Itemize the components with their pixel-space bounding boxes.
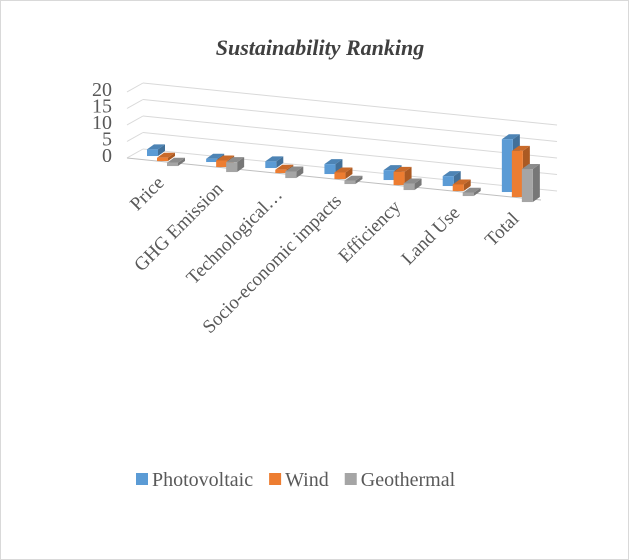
bar-top [462, 187, 481, 193]
gridline-side [126, 115, 144, 126]
bar-top [157, 152, 175, 158]
bar-top [324, 159, 343, 165]
bar-geothermal-0 [167, 162, 178, 167]
bar-geothermal-5 [462, 192, 474, 197]
bar-geothermal-4 [403, 183, 415, 191]
gridline [142, 115, 558, 159]
bar-side [355, 175, 363, 185]
bar-side [335, 159, 343, 175]
y-tick-label: 0 [102, 145, 112, 167]
bar-top [403, 178, 422, 184]
bar-top [216, 155, 235, 161]
x-tick-label: Price [126, 173, 168, 215]
bar-photovoltaic-5 [442, 176, 454, 187]
bar-top [383, 165, 402, 171]
bar-photovoltaic-2 [265, 161, 277, 169]
bar-side [345, 167, 353, 180]
gridline-side [126, 82, 144, 93]
bar-wind-2 [275, 169, 287, 174]
bar-top [226, 157, 245, 163]
bar-top [275, 164, 294, 170]
bar-top [334, 167, 353, 173]
legend-swatch [136, 473, 148, 485]
y-tick-label: 10 [92, 112, 112, 134]
bar-geothermal-2 [285, 171, 297, 179]
gridlines [126, 82, 558, 201]
y-tick-label: 5 [102, 129, 112, 151]
bar-side [276, 156, 284, 169]
chart-title: Sustainability Ranking [216, 35, 424, 60]
bar-photovoltaic-3 [324, 164, 336, 175]
legend: Photovoltaic Wind Geothermal [136, 469, 456, 491]
bar-geothermal-3 [344, 180, 356, 185]
y-tick-label: 15 [92, 96, 112, 118]
bar-top [147, 144, 165, 150]
bar-side [532, 164, 540, 203]
legend-swatch [344, 473, 357, 485]
bar-wind-4 [393, 171, 405, 186]
bar-top [511, 145, 530, 151]
bar-side [473, 187, 481, 197]
bar-wind-0 [157, 157, 168, 162]
bar-top [393, 166, 412, 172]
x-tick-label: Total [481, 209, 523, 251]
bar-photovoltaic-1 [206, 158, 218, 163]
legend-swatch [269, 473, 282, 485]
bar-wind-6 [511, 150, 523, 198]
bar-top [206, 153, 225, 159]
bar-side [414, 178, 422, 191]
x-tick-label: Land Use [398, 203, 465, 270]
bar-geothermal-6 [521, 169, 533, 203]
bar-geothermal-1 [226, 162, 238, 173]
bar-side [158, 144, 165, 157]
bar-wind-1 [216, 160, 228, 168]
bar-photovoltaic-6 [501, 139, 513, 193]
bars [147, 134, 540, 203]
x-tick-label: Efficiency [335, 196, 406, 267]
bar-side [296, 166, 304, 179]
bar-top [452, 179, 471, 185]
bar-side [168, 152, 175, 162]
legend-label: Wind [285, 469, 329, 491]
bar-top [265, 156, 284, 162]
gridline-side [126, 148, 144, 159]
bar-side [453, 171, 461, 187]
bar-top [501, 134, 520, 140]
gridline [142, 82, 558, 126]
gridline [142, 132, 558, 175]
bar-top [344, 175, 363, 181]
bar-photovoltaic-0 [147, 149, 158, 157]
bar-wind-5 [452, 184, 464, 192]
bar-side [237, 157, 245, 173]
bar-top [521, 164, 540, 170]
bar-top [442, 171, 461, 177]
bar-wind-3 [334, 172, 346, 180]
bar-photovoltaic-4 [383, 170, 395, 181]
legend-label: Geothermal [361, 469, 456, 491]
gridline [142, 99, 558, 142]
legend-label: Photovoltaic [152, 469, 253, 491]
bar-side [178, 157, 185, 167]
bar-side [463, 179, 471, 192]
bar-top [167, 157, 185, 163]
gridline-side [126, 132, 144, 142]
bar-top [285, 166, 304, 172]
y-tick-label: 20 [92, 79, 112, 101]
gridline-side [126, 99, 144, 109]
